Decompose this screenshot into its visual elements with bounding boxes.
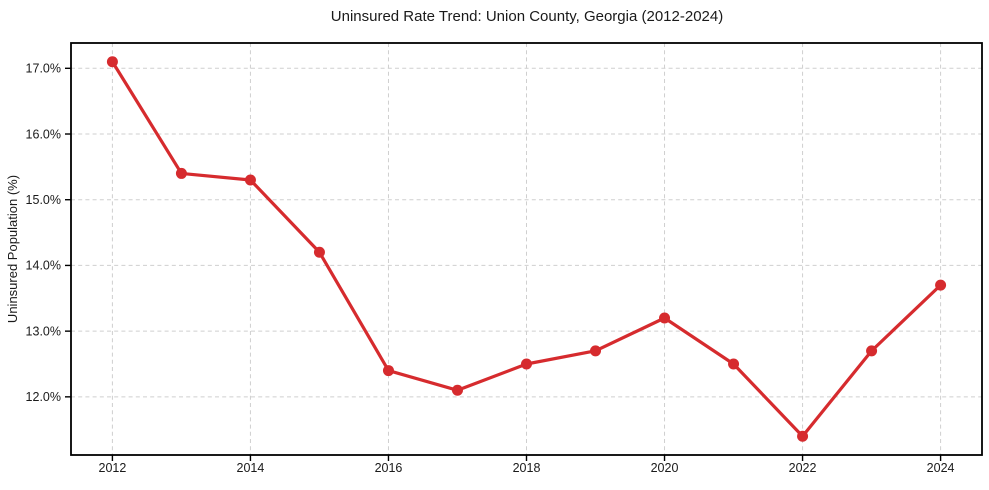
axis-tick-labels: 2012 2014 2016 2018 2020 2022 2024 12.0% 13.0% 14… <box>26 62 955 475</box>
y-tick-label: 12.0% <box>26 390 61 404</box>
x-tick-label: 2012 <box>99 461 127 475</box>
x-tick-label: 2022 <box>789 461 817 475</box>
chart-title: Uninsured Rate Trend: Union County, Geor… <box>331 8 723 25</box>
axis-ticks <box>65 67 942 461</box>
x-tick-label: 2020 <box>651 461 679 475</box>
data-point-2024 <box>935 279 947 291</box>
data-point-2021 <box>728 358 740 370</box>
data-point-2019 <box>590 345 602 357</box>
y-tick-label: 16.0% <box>26 127 61 141</box>
x-tick-label: 2016 <box>375 461 403 475</box>
data-point-2013 <box>175 167 187 179</box>
data-point-2014 <box>244 174 256 186</box>
data-point-2012 <box>106 56 118 68</box>
plot-area <box>71 43 982 455</box>
data-point-2020 <box>659 312 671 324</box>
y-tick-label: 17.0% <box>26 62 61 76</box>
data-point-2018 <box>521 358 532 370</box>
data-point-2016 <box>382 365 394 377</box>
data-point-2017 <box>451 384 463 396</box>
data-point-2015 <box>313 246 325 258</box>
gridlines <box>71 43 982 455</box>
x-tick-label: 2018 <box>513 461 541 475</box>
y-tick-label: 13.0% <box>26 324 61 338</box>
x-tick-label: 2014 <box>237 461 265 475</box>
plot-border <box>70 42 983 456</box>
y-tick-label: 14.0% <box>26 259 61 273</box>
data-series <box>106 56 947 442</box>
data-point-2023 <box>866 345 878 357</box>
data-point-2022 <box>797 430 809 442</box>
x-tick-label: 2024 <box>927 461 955 475</box>
y-axis-label: Uninsured Population (%) <box>5 175 20 323</box>
y-tick-label: 15.0% <box>26 193 61 207</box>
